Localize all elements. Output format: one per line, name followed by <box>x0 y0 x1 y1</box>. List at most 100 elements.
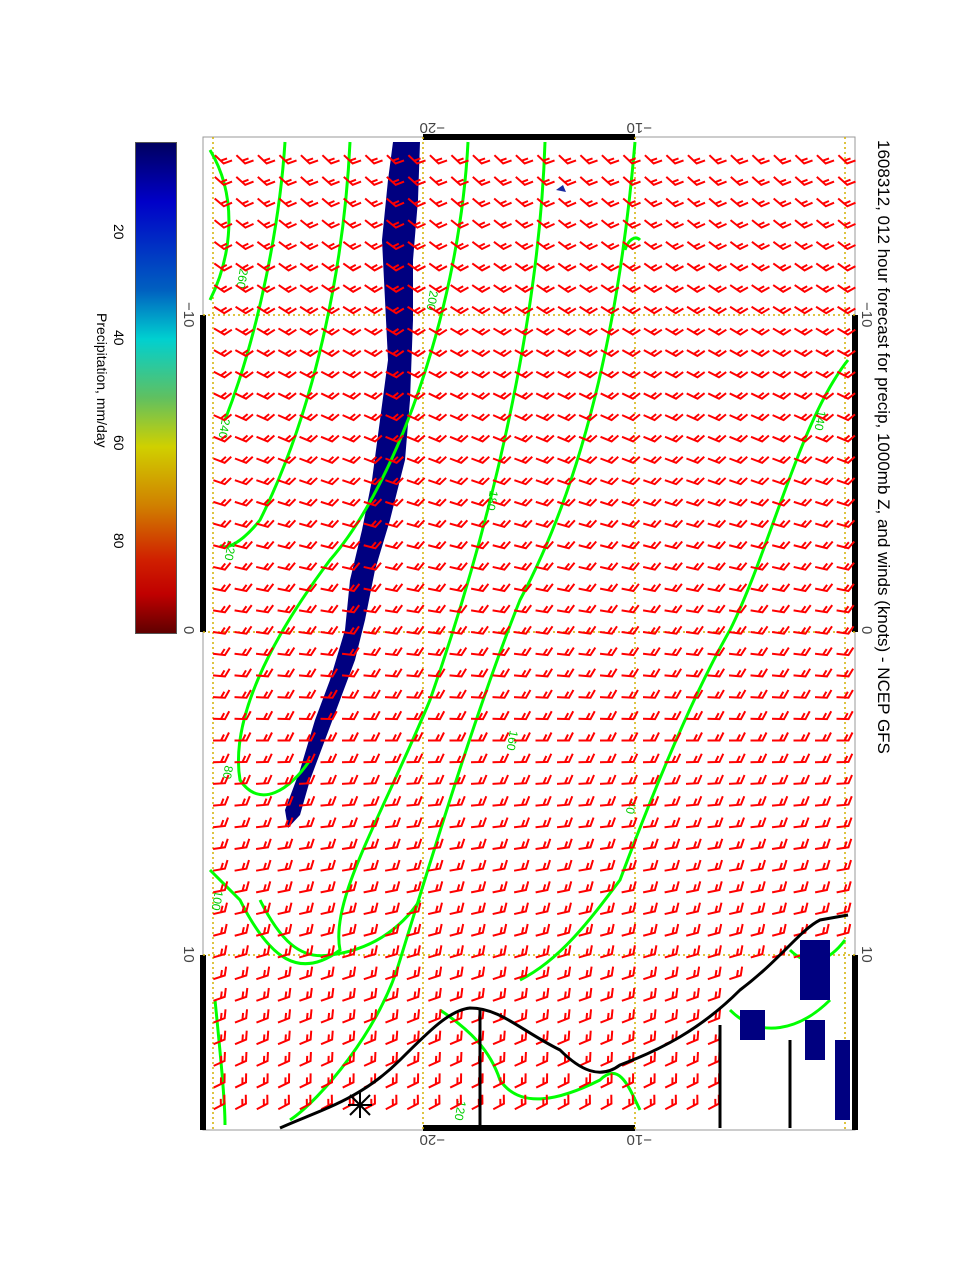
wind-barb <box>363 859 379 872</box>
wind-barb <box>364 240 383 251</box>
wind-barb <box>535 413 555 422</box>
wind-barb <box>385 240 405 251</box>
precip-band <box>285 142 420 828</box>
wind-barb <box>814 774 832 785</box>
wind-barb <box>556 838 573 850</box>
wind-barb <box>750 327 770 336</box>
wind-barb <box>320 689 338 699</box>
wind-barb <box>341 945 357 959</box>
wind-barb <box>341 604 361 614</box>
wind-barb <box>342 456 361 464</box>
wind-barb <box>449 902 465 916</box>
wind-barb <box>557 1051 570 1067</box>
wind-barb <box>600 219 620 229</box>
wind-barb <box>472 154 491 165</box>
wind-barb <box>665 197 684 208</box>
wind-barb <box>320 327 340 336</box>
wind-barb <box>471 1051 484 1067</box>
wind-barb <box>600 305 620 315</box>
wind-barb <box>642 817 659 829</box>
wind-barb <box>793 370 813 379</box>
wind-barb <box>557 392 577 400</box>
wind-barb <box>341 774 359 785</box>
wind-barb <box>470 647 489 657</box>
wind-barb <box>257 176 276 186</box>
wind-barb <box>772 370 792 379</box>
wind-barb <box>257 154 276 165</box>
wind-barb <box>771 817 788 829</box>
wind-barb <box>277 625 296 635</box>
wind-barb <box>470 753 488 764</box>
wind-barb <box>836 817 853 829</box>
wind-barb <box>449 1051 463 1067</box>
wind-barb <box>363 519 383 529</box>
wind-barb <box>406 477 426 486</box>
wind-barb <box>771 604 791 614</box>
wind-barb <box>428 392 448 400</box>
wind-barb <box>341 753 359 764</box>
wind-barb <box>687 197 706 208</box>
wind-barb <box>600 1051 613 1067</box>
wind-barb <box>493 262 512 272</box>
wind-barb <box>814 838 831 850</box>
wind-barb <box>643 477 662 486</box>
wind-barb <box>686 327 706 336</box>
wind-barb <box>277 647 296 657</box>
wind-barb <box>385 434 405 443</box>
wind-barb <box>277 498 297 507</box>
wind-barb <box>492 923 508 937</box>
wind-barb <box>427 753 445 764</box>
wind-barb <box>621 668 639 678</box>
wind-barb <box>556 540 576 550</box>
wind-barb <box>535 1051 549 1067</box>
wind-barb <box>385 327 405 336</box>
wind-barb <box>212 540 232 550</box>
wind-barb <box>686 392 706 400</box>
wind-barb <box>234 519 254 529</box>
wind-barb <box>772 349 792 358</box>
wind-barb <box>470 668 489 678</box>
wind-barb <box>836 540 855 550</box>
wind-barb <box>363 370 383 379</box>
wind-barb <box>578 434 598 443</box>
wind-barb <box>730 154 749 165</box>
wind-barb <box>384 795 402 807</box>
wind-barb <box>363 1030 377 1046</box>
wind-barb <box>277 774 294 785</box>
wind-barb <box>427 945 443 959</box>
wind-barb <box>213 498 232 507</box>
wind-barb <box>363 945 378 959</box>
wind-barb <box>427 668 446 678</box>
wind-barb <box>535 1009 550 1024</box>
wind-barb <box>730 176 749 186</box>
wind-barb <box>772 456 791 464</box>
wind-barb <box>814 668 833 678</box>
wind-barb <box>428 219 448 229</box>
wind-barb <box>621 859 637 872</box>
wind-barb <box>235 284 254 293</box>
wind-barb <box>772 477 791 486</box>
wind-barb <box>363 732 381 742</box>
wind-barb <box>814 817 831 829</box>
wind-barb <box>320 753 338 764</box>
wind-barb <box>385 1073 398 1089</box>
precip-colorbar <box>135 142 177 634</box>
wind-barb <box>707 498 727 507</box>
wind-barb <box>642 838 659 850</box>
wind-barb <box>578 583 597 593</box>
wind-barb <box>364 154 383 165</box>
wind-barb <box>750 732 768 742</box>
wind-barb <box>772 240 792 251</box>
wind-barb <box>535 540 554 550</box>
wind-barb <box>234 923 250 937</box>
wind-barb <box>750 647 769 657</box>
wind-barb <box>664 923 680 937</box>
wind-barb <box>321 240 340 251</box>
wind-barb <box>255 519 275 529</box>
wind-barb <box>815 370 835 379</box>
wind-barb <box>771 625 790 635</box>
wind-barb <box>449 1030 463 1046</box>
wind-barb <box>599 817 616 829</box>
wind-barb <box>664 689 682 699</box>
wind-barb <box>492 498 512 507</box>
